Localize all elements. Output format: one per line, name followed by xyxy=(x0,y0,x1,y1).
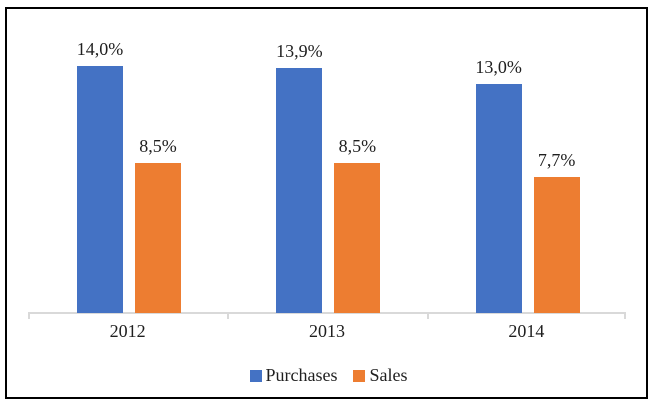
bar-purchases-2014 xyxy=(475,84,522,313)
data-label-purchases-2014: 13,0% xyxy=(475,57,522,77)
data-label-sales-2013: 8,5% xyxy=(338,136,377,156)
bar-sales-2013 xyxy=(334,163,381,313)
data-label-sales-2014: 7,7% xyxy=(537,150,576,170)
legend-item-purchases: Purchases xyxy=(249,365,338,386)
data-label-purchases-2012: 14,0% xyxy=(76,39,124,59)
x-axis-tick xyxy=(28,312,30,319)
x-axis-line xyxy=(28,312,626,314)
category-label-2012: 2012 xyxy=(109,321,146,341)
data-label-sales-2012: 8,5% xyxy=(139,136,177,156)
chart-legend: Purchases Sales xyxy=(0,365,657,386)
legend-swatch-icon xyxy=(249,369,262,382)
bar-sales-2014 xyxy=(533,177,580,313)
x-axis-tick xyxy=(624,312,626,319)
x-axis-tick xyxy=(427,312,429,319)
bar-sales-2012 xyxy=(135,163,181,313)
legend-label: Sales xyxy=(369,365,408,385)
legend-swatch-icon xyxy=(353,369,366,382)
x-axis-tick xyxy=(227,312,229,319)
category-label-2013: 2013 xyxy=(308,321,345,341)
bar-purchases-2012 xyxy=(77,66,123,313)
legend-label: Purchases xyxy=(265,365,338,385)
bar-purchases-2013 xyxy=(276,68,323,313)
data-label-purchases-2013: 13,9% xyxy=(276,41,323,61)
category-label-2014: 2014 xyxy=(508,321,545,341)
legend-item-sales: Sales xyxy=(353,365,407,386)
